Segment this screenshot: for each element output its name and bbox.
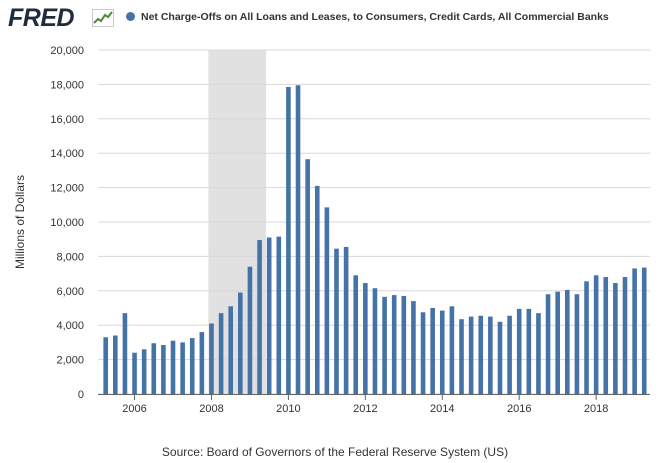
x-tick-label: 2012 [353,403,377,415]
bar[interactable] [430,308,435,394]
bar[interactable] [526,308,532,394]
y-axis-title: Millions of Dollars [13,175,27,269]
y-tick-label: 10,000 [50,217,84,229]
bar[interactable] [170,340,176,394]
bar[interactable] [632,268,637,394]
bar[interactable] [545,294,551,394]
bar[interactable] [439,310,445,394]
bar[interactable] [209,323,214,394]
bar[interactable] [488,316,493,394]
bar[interactable] [401,295,407,394]
legend-marker [126,12,135,21]
bar[interactable] [132,352,137,394]
bar-chart: 0 2,000 4,000 6,000 8,000 10,000 12,000 14,000 1… [13,45,650,415]
gridlines [98,49,650,395]
bar[interactable] [363,283,368,394]
y-tick-label: 14,000 [50,148,84,160]
bar[interactable] [103,337,108,394]
bar[interactable] [555,291,560,394]
y-tick-label: 4,000 [56,320,84,332]
x-tick-label: 2014 [430,403,454,415]
bar[interactable] [593,275,599,394]
x-tick-label: 2006 [122,403,146,415]
bar[interactable] [449,306,455,394]
bar[interactable] [218,313,224,394]
bar[interactable] [497,321,503,394]
bar[interactable] [334,248,339,394]
chart-header: FRED Net Charge-Offs on All Loans and Le… [0,0,670,36]
bar[interactable] [189,338,195,394]
bar[interactable] [372,288,378,394]
x-axis-ticks: 2006 2008 2010 2012 2014 2016 2018 [98,394,650,415]
bar[interactable] [584,281,589,394]
bar[interactable] [257,240,262,394]
bar[interactable] [411,301,416,394]
y-tick-label: 0 [78,389,84,401]
bar[interactable] [228,306,234,394]
y-tick-label: 20,000 [50,45,84,57]
x-tick-label: 2010 [276,403,300,415]
bar[interactable] [564,289,570,394]
bar[interactable] [343,246,349,394]
bar[interactable] [468,316,474,394]
bar[interactable] [641,267,647,394]
y-tick-label: 6,000 [56,286,84,298]
bar[interactable] [305,159,310,394]
y-tick-label: 16,000 [50,114,84,126]
bar[interactable] [507,315,512,394]
y-tick-label: 8,000 [56,251,84,263]
x-tick-label: 2018 [584,403,608,415]
bar[interactable] [324,207,330,394]
bar[interactable] [141,349,147,394]
bar[interactable] [603,277,609,394]
bar[interactable] [536,313,541,394]
y-axis-ticks: 0 2,000 4,000 6,000 8,000 10,000 12,000 14,000 1… [50,45,84,401]
bar[interactable] [622,277,628,394]
fred-logo[interactable]: FRED [8,4,75,32]
bar[interactable] [459,319,464,394]
bars [103,85,647,395]
bar[interactable] [113,335,118,394]
bar[interactable] [353,275,359,394]
bar[interactable] [613,283,618,394]
bar[interactable] [266,237,272,394]
legend-label: Net Charge-Offs on All Loans and Leases,… [141,11,609,23]
bar[interactable] [516,308,522,394]
fred-logo-graph-icon [92,9,114,27]
bar[interactable] [238,292,243,394]
bar[interactable] [420,312,426,394]
bar[interactable] [314,185,320,394]
bar[interactable] [391,295,397,394]
source-note: Source: Board of Governors of the Federa… [161,445,509,459]
bar[interactable] [199,332,205,394]
y-tick-label: 18,000 [50,79,84,91]
bar[interactable] [161,344,166,394]
y-tick-label: 2,000 [56,355,84,367]
bar[interactable] [478,315,484,394]
bar[interactable] [276,236,282,394]
bar[interactable] [122,313,128,394]
bar[interactable] [295,85,301,394]
bar[interactable] [180,342,185,394]
x-tick-label: 2016 [507,403,531,415]
x-tick-label: 2008 [199,403,223,415]
bar[interactable] [247,266,253,394]
chart-legend: Net Charge-Offs on All Loans and Leases,… [126,11,609,23]
bar[interactable] [286,86,291,395]
bar[interactable] [382,296,387,394]
bar[interactable] [574,294,580,394]
y-tick-label: 12,000 [50,183,84,195]
bar[interactable] [151,343,157,394]
